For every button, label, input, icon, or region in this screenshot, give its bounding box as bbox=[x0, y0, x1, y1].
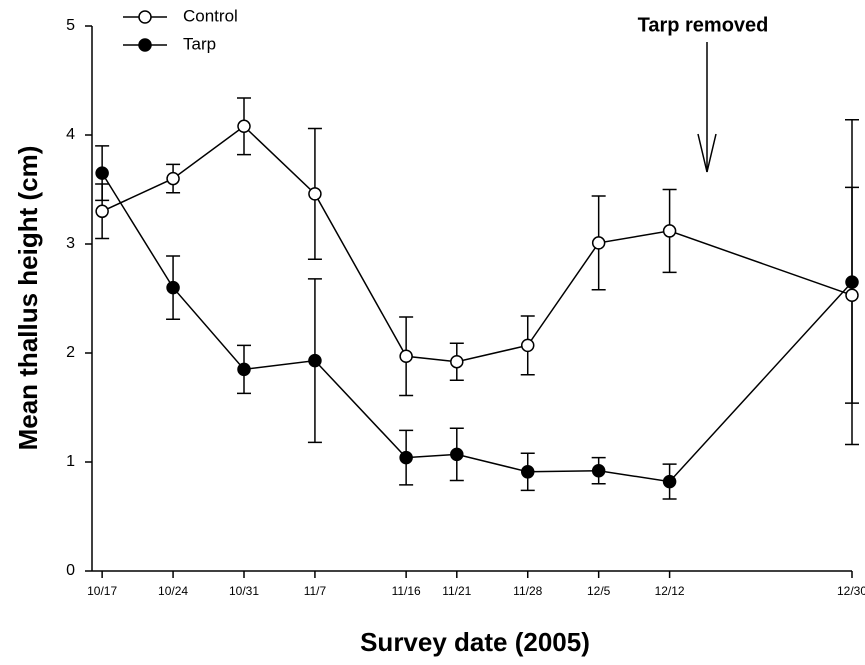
data-point bbox=[166, 280, 180, 295]
x-axis-title: Survey date (2005) bbox=[360, 627, 590, 657]
y-tick-label: 3 bbox=[66, 235, 75, 252]
data-point bbox=[520, 338, 535, 353]
legend-marker bbox=[138, 10, 152, 24]
data-point bbox=[237, 119, 251, 134]
x-tick-label: 11/16 bbox=[392, 584, 421, 598]
data-point bbox=[591, 463, 606, 478]
data-point bbox=[95, 204, 109, 219]
data-point bbox=[237, 362, 251, 377]
data-point bbox=[166, 171, 180, 186]
legend-label: Control bbox=[183, 6, 238, 25]
y-tick-label: 4 bbox=[66, 126, 75, 143]
x-tick-label: 10/31 bbox=[229, 584, 259, 598]
data-point bbox=[399, 349, 413, 364]
x-tick-label: 12/30 bbox=[837, 584, 865, 598]
y-tick-label: 1 bbox=[66, 453, 75, 470]
data-point bbox=[591, 236, 606, 250]
series-line bbox=[101, 125, 853, 363]
x-tick-label: 11/28 bbox=[513, 584, 542, 598]
data-point bbox=[399, 450, 413, 465]
data-point bbox=[450, 354, 464, 369]
data-point bbox=[845, 275, 859, 289]
legend-label: Tarp bbox=[183, 34, 216, 53]
x-tick-label: 10/17 bbox=[87, 584, 117, 598]
data-point bbox=[845, 288, 859, 302]
data-point bbox=[662, 474, 677, 489]
annotation-arrow bbox=[697, 42, 717, 173]
legend-marker bbox=[138, 38, 152, 52]
x-tick-label: 12/12 bbox=[655, 584, 685, 598]
x-tick-label: 10/24 bbox=[158, 584, 188, 598]
data-point bbox=[662, 224, 677, 238]
series-line bbox=[101, 172, 853, 483]
y-tick-label: 0 bbox=[66, 562, 75, 579]
data-point bbox=[308, 187, 322, 201]
y-tick-label: 2 bbox=[66, 344, 75, 361]
data-point bbox=[308, 353, 322, 368]
x-tick-label: 11/21 bbox=[442, 584, 471, 598]
data-point bbox=[520, 465, 535, 479]
data-point bbox=[95, 166, 109, 180]
y-tick-label: 5 bbox=[66, 17, 75, 34]
data-point bbox=[450, 447, 464, 462]
x-tick-label: 12/5 bbox=[587, 584, 611, 598]
x-tick-label: 11/7 bbox=[304, 584, 327, 598]
annotation: Tarp removed bbox=[638, 14, 769, 36]
y-axis-title: Mean thallus height (cm) bbox=[13, 146, 43, 451]
